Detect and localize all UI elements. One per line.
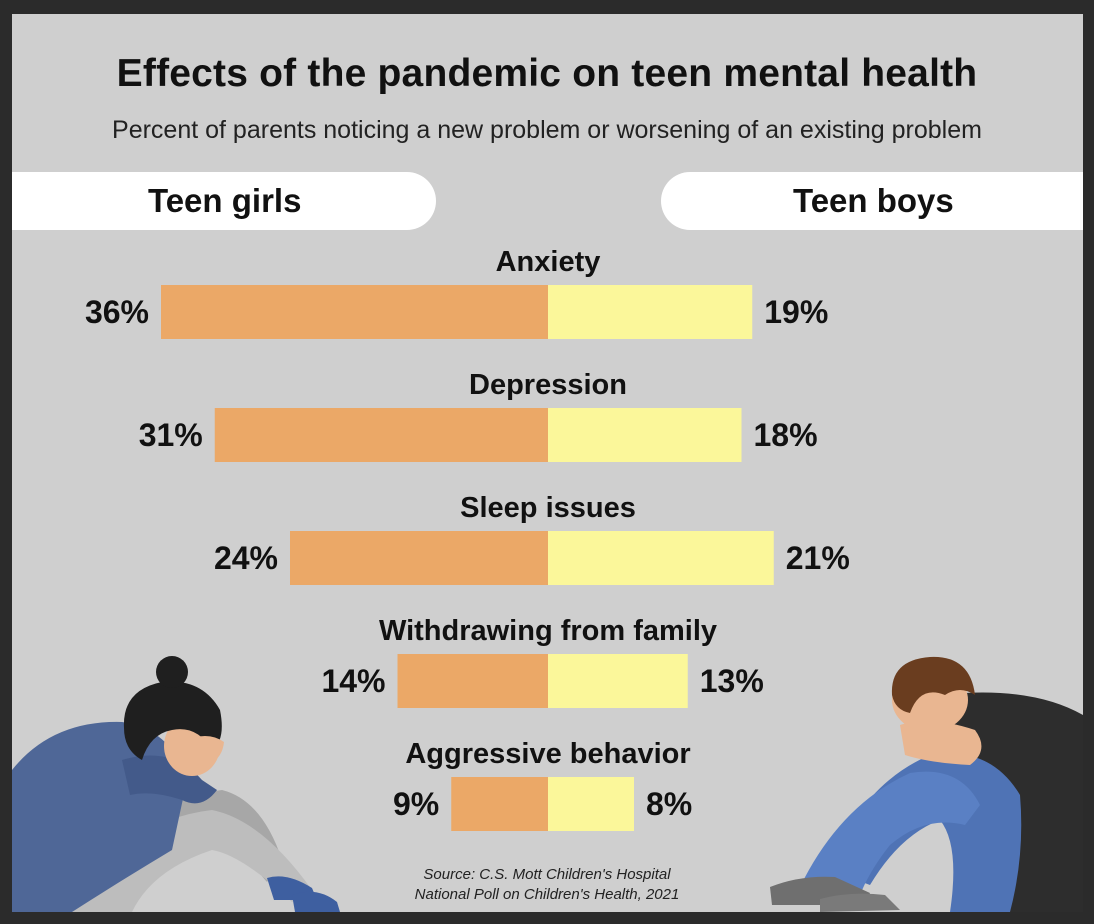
teen-boys-header-pill — [661, 172, 1083, 230]
teen-girls-header-pill — [12, 172, 436, 230]
category-label-anxiety: Anxiety — [496, 246, 601, 278]
girls-bar-anxiety — [161, 285, 548, 339]
category-label-sleep-issues: Sleep issues — [460, 492, 636, 524]
girls-value-withdrawing-from-family: 14% — [321, 663, 385, 699]
girls-value-anxiety: 36% — [85, 294, 149, 330]
teen-girl-illustration — [12, 656, 340, 912]
teen-boys-header: Teen boys — [793, 182, 954, 219]
girls-value-depression: 31% — [139, 417, 203, 453]
girls-value-sleep-issues: 24% — [214, 540, 278, 576]
category-label-aggressive-behavior: Aggressive behavior — [405, 738, 690, 770]
chart-subtitle: Percent of parents noticing a new proble… — [112, 116, 982, 144]
girls-bar-depression — [214, 408, 548, 462]
boys-bar-sleep-issues — [548, 531, 774, 585]
girls-bar-aggressive-behavior — [451, 777, 548, 831]
source-line-2: National Poll on Children's Health, 2021 — [414, 886, 680, 903]
girls-value-aggressive-behavior: 9% — [393, 786, 439, 822]
boys-bar-depression — [548, 408, 742, 462]
girls-bar-sleep-issues — [290, 531, 548, 585]
category-label-withdrawing-from-family: Withdrawing from family — [379, 615, 717, 647]
boys-value-anxiety: 19% — [764, 294, 828, 330]
boys-bar-aggressive-behavior — [548, 777, 634, 831]
chart-title: Effects of the pandemic on teen mental h… — [116, 52, 978, 95]
boys-bar-anxiety — [548, 285, 753, 339]
boys-value-depression: 18% — [754, 417, 818, 453]
boys-value-withdrawing-from-family: 13% — [700, 663, 764, 699]
boys-bar-withdrawing-from-family — [548, 654, 688, 708]
boys-value-aggressive-behavior: 8% — [646, 786, 692, 822]
girls-bar-withdrawing-from-family — [397, 654, 548, 708]
source-line-1: Source: C.S. Mott Children's Hospital — [423, 866, 671, 883]
teen-boy-illustration — [770, 656, 1083, 912]
teen-girls-header: Teen girls — [148, 182, 302, 219]
category-label-depression: Depression — [469, 369, 627, 401]
boys-value-sleep-issues: 21% — [786, 540, 850, 576]
